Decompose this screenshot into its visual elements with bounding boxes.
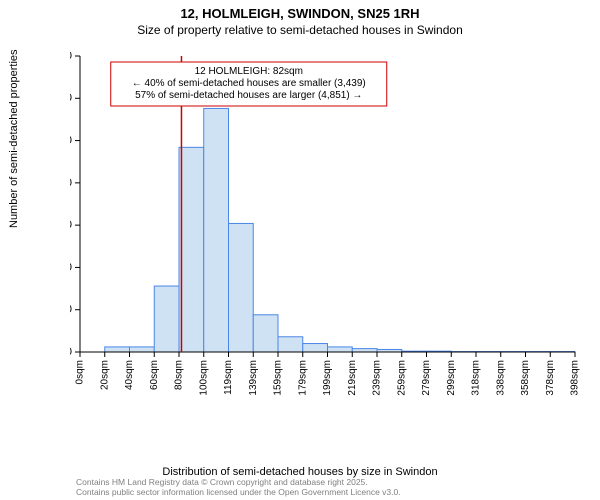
- annotation-line: ← 40% of semi-detached houses are smalle…: [132, 78, 366, 89]
- histogram-bar: [179, 147, 204, 352]
- x-tick-label: 20sqm: [99, 360, 110, 390]
- y-tick-label: 1000: [70, 261, 72, 273]
- y-tick-label: 3000: [70, 92, 72, 104]
- attribution-line-2: Contains public sector information licen…: [76, 488, 401, 498]
- histogram-bar: [229, 223, 254, 352]
- y-tick-label: 1500: [70, 219, 72, 231]
- x-tick-label: 80sqm: [174, 360, 185, 390]
- y-tick-label: 2000: [70, 177, 72, 189]
- x-tick-label: 179sqm: [297, 360, 308, 396]
- y-tick-label: 3500: [70, 52, 72, 62]
- x-tick-label: 239sqm: [372, 360, 383, 396]
- chart-title-main: 12, HOLMLEIGH, SWINDON, SN25 1RH: [0, 6, 600, 21]
- annotation-line: 57% of semi-detached houses are larger (…: [135, 90, 362, 101]
- x-tick-label: 338sqm: [495, 360, 506, 396]
- chart-title-block: 12, HOLMLEIGH, SWINDON, SN25 1RH Size of…: [0, 0, 600, 37]
- y-tick-label: 500: [70, 304, 72, 316]
- x-tick-label: 100sqm: [198, 360, 209, 396]
- x-tick-label: 378sqm: [545, 360, 556, 396]
- histogram-bar: [154, 286, 179, 352]
- chart-title-sub: Size of property relative to semi-detach…: [0, 23, 600, 37]
- y-tick-label: 0: [70, 346, 72, 358]
- x-tick-label: 60sqm: [149, 360, 160, 390]
- histogram-bar: [352, 349, 377, 352]
- histogram-bar: [278, 337, 303, 352]
- x-tick-label: 0sqm: [75, 360, 86, 384]
- y-tick-label: 2500: [70, 134, 72, 146]
- x-axis-label: Distribution of semi-detached houses by …: [0, 466, 600, 478]
- x-tick-label: 259sqm: [396, 360, 407, 396]
- x-tick-label: 139sqm: [248, 360, 259, 396]
- histogram-bar: [303, 344, 328, 352]
- histogram-bar: [253, 315, 278, 352]
- x-tick-label: 219sqm: [347, 360, 358, 396]
- x-tick-label: 279sqm: [421, 360, 432, 396]
- x-tick-label: 159sqm: [273, 360, 284, 396]
- x-tick-label: 299sqm: [446, 360, 457, 396]
- x-tick-label: 199sqm: [322, 360, 333, 396]
- x-tick-label: 119sqm: [223, 360, 234, 395]
- histogram-bar: [105, 347, 130, 352]
- y-axis-label: Number of semi-detached properties: [8, 49, 20, 228]
- x-tick-label: 358sqm: [520, 360, 531, 396]
- x-tick-label: 318sqm: [471, 360, 482, 396]
- histogram-bar: [204, 108, 229, 352]
- histogram-svg: 0 500 1000 1500 2000 2500 3000 3500 0sqm 20sqm 40s…: [70, 52, 580, 404]
- histogram-bar: [328, 347, 353, 352]
- attribution-text: Contains HM Land Registry data © Crown c…: [76, 478, 401, 498]
- histogram-plot: 0 500 1000 1500 2000 2500 3000 3500 0sqm 20sqm 40s…: [70, 52, 580, 404]
- x-tick-label: 398sqm: [570, 360, 580, 396]
- annotation-line: 12 HOLMLEIGH: 82sqm: [195, 66, 303, 77]
- histogram-bar: [130, 347, 155, 352]
- x-tick-label: 40sqm: [124, 360, 135, 390]
